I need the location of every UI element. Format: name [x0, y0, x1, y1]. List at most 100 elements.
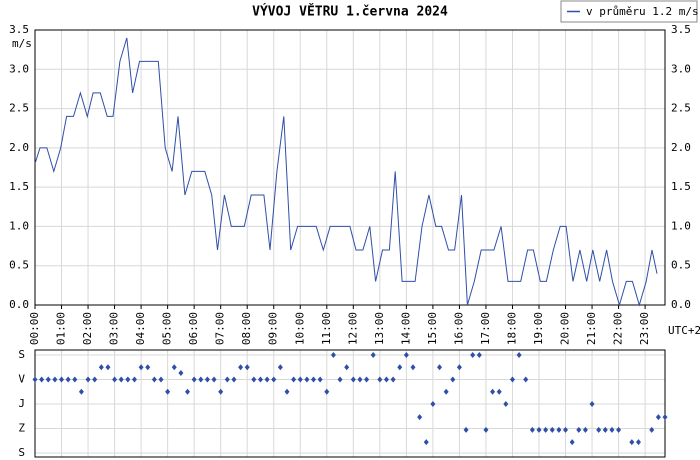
direction-point	[271, 376, 277, 383]
direction-point	[32, 376, 38, 383]
x-tick-label: 20:00	[559, 312, 572, 345]
x-tick-label: 14:00	[399, 312, 412, 345]
direction-point	[92, 376, 98, 383]
direction-point	[204, 376, 210, 383]
x-tick-label: 06:00	[187, 312, 200, 345]
y-tick-label: S	[18, 348, 25, 361]
direction-point	[556, 426, 562, 433]
direction-point	[456, 364, 462, 371]
direction-point	[145, 364, 151, 371]
x-tick-label: 07:00	[214, 312, 227, 345]
direction-point	[516, 352, 522, 358]
direction-point	[297, 376, 303, 383]
direction-point	[191, 376, 197, 383]
direction-point	[523, 376, 529, 383]
direction-point	[317, 376, 323, 383]
direction-point	[218, 388, 224, 395]
y-tick-label: 3.0	[9, 62, 29, 75]
y-tick-label-right: 1.5	[671, 180, 691, 193]
direction-point	[251, 376, 257, 383]
y-tick-label-right: 3.5	[671, 23, 691, 36]
direction-point	[437, 364, 443, 371]
direction-point	[158, 376, 164, 383]
y-tick-label-right: 2.5	[671, 102, 691, 115]
direction-point	[609, 426, 615, 433]
direction-point	[350, 376, 356, 383]
direction-point	[503, 401, 509, 407]
direction-point	[403, 352, 409, 358]
direction-point	[65, 376, 71, 383]
direction-point	[496, 388, 502, 395]
direction-point	[490, 388, 496, 395]
direction-point	[377, 376, 383, 383]
direction-point	[311, 376, 317, 383]
direction-point	[211, 376, 217, 383]
direction-point	[410, 364, 416, 371]
y-axis-label: m/s	[12, 37, 32, 50]
y-tick-label: 2.0	[9, 141, 29, 154]
direction-point	[563, 426, 569, 433]
direction-point	[39, 376, 45, 383]
direction-point	[304, 376, 310, 383]
direction-point	[85, 376, 91, 383]
direction-point	[78, 388, 84, 395]
direction-point	[576, 426, 582, 433]
direction-point	[284, 388, 290, 395]
direction-point	[52, 376, 58, 383]
y-tick-label: 0.0	[9, 298, 29, 311]
x-tick-label: 11:00	[320, 312, 333, 345]
direction-point	[649, 426, 655, 433]
legend-box	[560, 0, 698, 23]
y-tick-label: 3.5	[9, 23, 29, 36]
x-tick-label: 08:00	[240, 312, 253, 345]
direction-point	[238, 364, 244, 371]
x-tick-label: 23:00	[638, 312, 651, 345]
direction-point	[125, 376, 131, 383]
direction-point	[662, 414, 668, 421]
y-tick-label: S	[18, 446, 25, 459]
direction-point	[476, 352, 482, 358]
direction-point	[337, 376, 343, 383]
direction-point	[165, 388, 171, 395]
direction-point	[231, 376, 237, 383]
direction-point	[370, 352, 376, 358]
direction-point	[185, 388, 191, 395]
x-tick-label: 02:00	[81, 312, 94, 345]
wind-line	[34, 37, 658, 307]
direction-point	[616, 426, 622, 433]
direction-point	[45, 376, 51, 383]
x-tick-label: 13:00	[373, 312, 386, 345]
x-tick-label: 16:00	[452, 312, 465, 345]
x-tick-label: 18:00	[505, 312, 518, 345]
direction-point	[417, 414, 423, 421]
direction-point	[470, 352, 476, 358]
direction-point	[131, 376, 137, 383]
direction-point	[224, 376, 230, 383]
direction-point	[509, 376, 515, 383]
x-tick-label: 17:00	[479, 312, 492, 345]
direction-point	[582, 426, 588, 433]
direction-point	[483, 426, 489, 433]
y-tick-label: 0.5	[9, 259, 29, 272]
legend-label: v průměru 1.2 m/s	[586, 5, 699, 18]
x-tick-label: 15:00	[426, 312, 439, 345]
direction-point	[450, 376, 456, 383]
direction-point	[138, 364, 144, 371]
direction-point	[602, 426, 608, 433]
y-tick-label-right: 2.0	[671, 141, 691, 154]
x-tick-label: 09:00	[267, 312, 280, 345]
x-tick-label: 03:00	[108, 312, 121, 345]
y-tick-label-right: 0.5	[671, 259, 691, 272]
x-tick-label: 00:00	[28, 312, 41, 345]
y-tick-label: 1.5	[9, 180, 29, 193]
direction-point	[324, 388, 330, 395]
direction-point	[151, 376, 157, 383]
direction-point	[569, 439, 575, 446]
direction-point	[118, 376, 124, 383]
direction-point	[72, 376, 78, 383]
direction-point	[596, 426, 602, 433]
direction-point	[264, 376, 270, 383]
direction-point	[423, 439, 429, 446]
direction-point	[344, 364, 350, 371]
